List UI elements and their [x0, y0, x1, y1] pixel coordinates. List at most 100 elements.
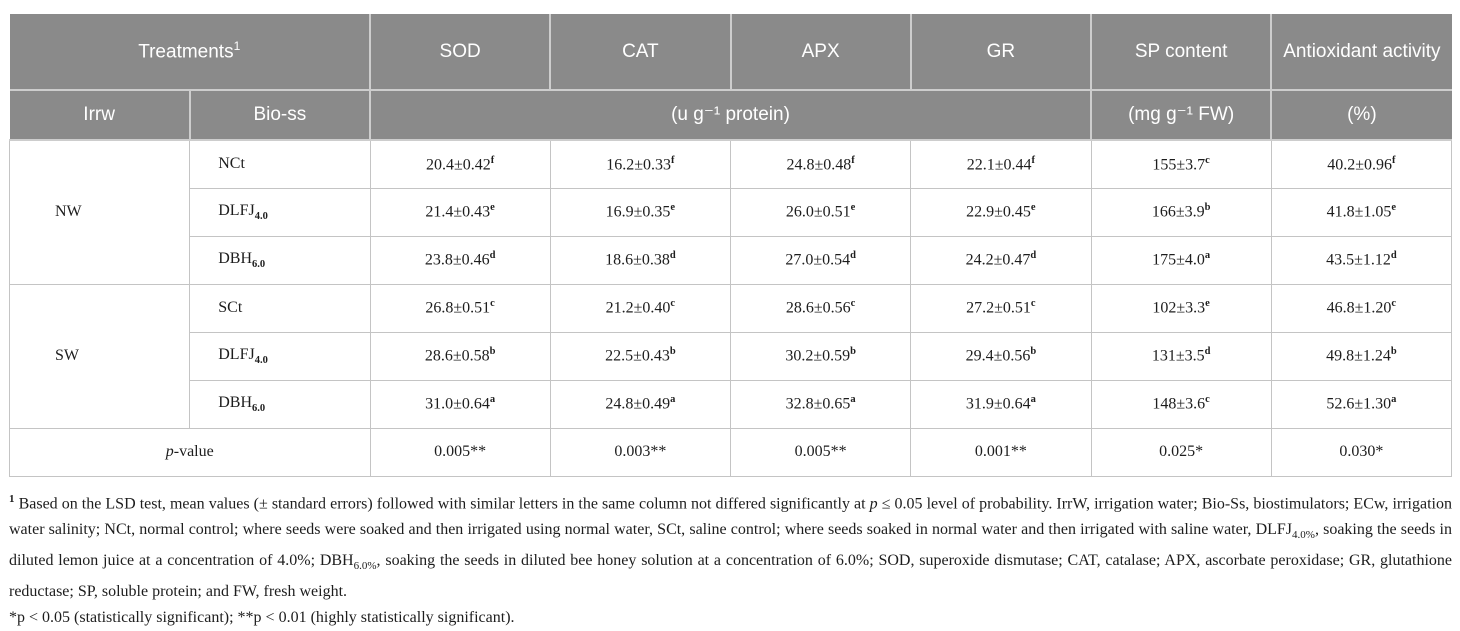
significance-letter: a	[1031, 394, 1036, 405]
data-cell: 27.2±0.51c	[911, 284, 1091, 332]
unit-enzymes: (u g⁻¹ protein)	[370, 90, 1091, 140]
data-cell: 29.4±0.56b	[911, 332, 1091, 380]
data-cell: 20.4±0.42f	[370, 140, 550, 188]
biostimulator-cell: DLFJ4.0	[190, 332, 370, 380]
significance-letter: f	[1032, 155, 1036, 166]
significance-letter: c	[1205, 155, 1210, 166]
significance-letter: c	[1391, 298, 1396, 309]
significance-letter: d	[670, 250, 676, 261]
significance-letter: d	[490, 250, 496, 261]
biostimulator-cell: DBH6.0	[190, 380, 370, 428]
significance-letter: c	[490, 298, 495, 309]
significance-letter: f	[671, 155, 675, 166]
significance-letter: e	[490, 202, 495, 213]
significance-letter: a	[670, 394, 675, 405]
significance-letter: c	[1031, 298, 1036, 309]
significance-letter: e	[1031, 202, 1036, 213]
concentration-subscript: 6.0	[252, 259, 265, 270]
footnote-main: 1 Based on the LSD test, mean values (± …	[9, 486, 1452, 606]
significance-letter: d	[850, 250, 856, 261]
data-cell: 24.8±0.49a	[550, 380, 730, 428]
significance-letter: e	[1391, 202, 1396, 213]
significance-letter: f	[1392, 155, 1396, 166]
column-header-sod: SOD	[370, 14, 550, 90]
antioxidant-results-table: Treatments1 SOD CAT APX GR SP content An…	[9, 14, 1452, 477]
data-cell: 102±3.3e	[1091, 284, 1271, 332]
significance-letter: b	[670, 346, 676, 357]
data-cell: 43.5±1.12d	[1271, 236, 1451, 284]
irrigation-water-cell: NW	[10, 140, 190, 284]
table-header: Treatments1 SOD CAT APX GR SP content An…	[10, 14, 1452, 140]
significance-letter: f	[851, 155, 855, 166]
data-cell: 16.9±0.35e	[550, 188, 730, 236]
pvalue-cell: 0.030*	[1271, 428, 1451, 476]
data-cell: 155±3.7c	[1091, 140, 1271, 188]
footnote: 1 Based on the LSD test, mean values (± …	[9, 486, 1452, 631]
data-cell: 175±4.0a	[1091, 236, 1271, 284]
biostimulator-cell: DLFJ4.0	[190, 188, 370, 236]
results-table-figure: Treatments1 SOD CAT APX GR SP content An…	[9, 14, 1452, 631]
significance-letter: a	[850, 394, 855, 405]
pvalue-cell: 0.005**	[370, 428, 550, 476]
data-cell: 22.9±0.45e	[911, 188, 1091, 236]
pvalue-italic-p: p	[166, 443, 174, 460]
significance-letter: b	[1030, 346, 1036, 357]
header-row-main: Treatments1 SOD CAT APX GR SP content An…	[10, 14, 1452, 90]
subheader-bio-ss: Bio-ss	[190, 90, 370, 140]
footnote-subscript: 4.0%	[1292, 529, 1315, 541]
data-cell: 26.0±0.51e	[731, 188, 911, 236]
data-cell: 166±3.9b	[1091, 188, 1271, 236]
significance-letter: a	[490, 394, 495, 405]
data-cell: 31.0±0.64a	[370, 380, 550, 428]
data-cell: 46.8±1.20c	[1271, 284, 1451, 332]
pvalue-cell: 0.001**	[911, 428, 1091, 476]
data-cell: 21.4±0.43e	[370, 188, 550, 236]
column-header-apx: APX	[731, 14, 911, 90]
unit-sp-content: (mg g⁻¹ FW)	[1091, 90, 1271, 140]
data-cell: 30.2±0.59b	[731, 332, 911, 380]
footnote-subscript: 6.0%	[354, 560, 377, 572]
data-cell: 27.0±0.54d	[731, 236, 911, 284]
significance-letter: d	[1391, 250, 1397, 261]
concentration-subscript: 4.0	[255, 355, 268, 366]
significance-letter: c	[1205, 394, 1210, 405]
data-cell: 26.8±0.51c	[370, 284, 550, 332]
biostimulator-cell: NCt	[190, 140, 370, 188]
footnote-italic: p	[870, 495, 878, 512]
significance-letter: d	[1205, 346, 1211, 357]
data-cell: 21.2±0.40c	[550, 284, 730, 332]
significance-letter: f	[491, 155, 495, 166]
treatments-label: Treatments	[138, 41, 233, 62]
pvalue-label: p-value	[10, 428, 371, 476]
data-cell: 18.6±0.38d	[550, 236, 730, 284]
significance-letter: b	[850, 346, 856, 357]
significance-letter: a	[1391, 394, 1396, 405]
header-row-units: Irrw Bio-ss (u g⁻¹ protein) (mg g⁻¹ FW) …	[10, 90, 1452, 140]
data-cell: 28.6±0.56c	[731, 284, 911, 332]
biostimulator-cell: DBH6.0	[190, 236, 370, 284]
column-header-antioxidant-activity: Antioxidant activity	[1271, 14, 1451, 90]
data-cell: 24.2±0.47d	[911, 236, 1091, 284]
significance-letter: d	[1030, 250, 1036, 261]
biostimulator-cell: SCt	[190, 284, 370, 332]
column-header-cat: CAT	[550, 14, 730, 90]
pvalue-cell: 0.025*	[1091, 428, 1271, 476]
data-cell: 148±3.6c	[1091, 380, 1271, 428]
data-cell: 31.9±0.64a	[911, 380, 1091, 428]
irrigation-water-cell: SW	[10, 284, 190, 428]
data-cell: 41.8±1.05e	[1271, 188, 1451, 236]
data-cell: 32.8±0.65a	[731, 380, 911, 428]
data-cell: 40.2±0.96f	[1271, 140, 1451, 188]
data-cell: 52.6±1.30a	[1271, 380, 1451, 428]
treatments-header: Treatments1	[10, 14, 371, 90]
footnote-significance: *p < 0.05 (statistically significant); *…	[9, 605, 1452, 631]
pvalue-cell: 0.005**	[731, 428, 911, 476]
